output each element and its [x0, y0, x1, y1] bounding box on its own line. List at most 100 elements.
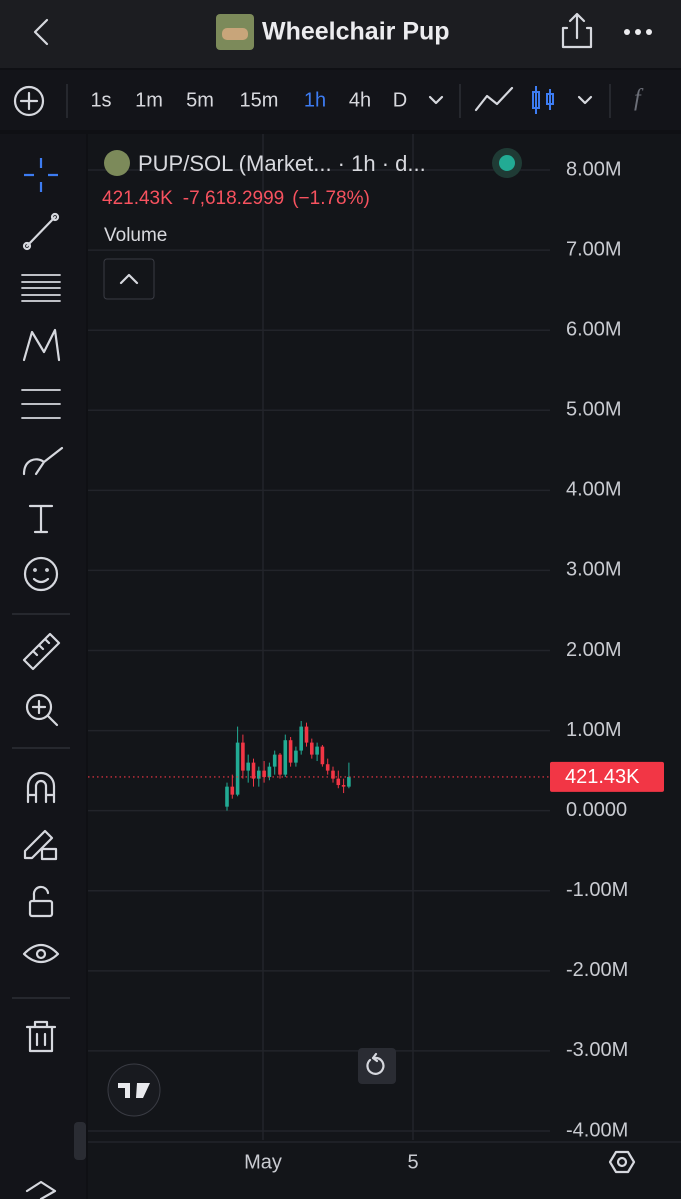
candle-body	[230, 786, 235, 795]
symbol-icon	[104, 150, 130, 176]
top-bar	[0, 0, 681, 68]
y-tick-label: -2.00M	[566, 959, 628, 981]
candle-body	[320, 746, 325, 765]
y-tick-label: 4.00M	[566, 479, 622, 501]
legend-last: 421.43K	[102, 188, 173, 209]
y-tick-label: 2.00M	[566, 639, 622, 661]
interval-button[interactable]: 1h	[304, 89, 326, 111]
last-price-badge	[550, 761, 664, 792]
candle-body	[267, 766, 272, 778]
token-title: Wheelchair Pup	[262, 18, 450, 46]
y-tick-label: 3.00M	[566, 559, 622, 581]
y-tick-label: -1.00M	[566, 879, 628, 901]
y-tick-label: -4.00M	[566, 1119, 628, 1141]
interval-button[interactable]: 1s	[90, 89, 111, 111]
tv-logo[interactable]	[107, 1063, 161, 1117]
time-axis: May 5	[244, 1151, 418, 1173]
candle-body	[246, 762, 250, 771]
symbol-label[interactable]: PUP/SOL (Market... · 1h · d...	[138, 151, 426, 176]
x-tick-label: 5	[407, 1151, 418, 1173]
market-status	[499, 155, 515, 171]
tv-logo-mark	[118, 1083, 150, 1098]
candle-body	[283, 740, 288, 775]
interval-button[interactable]: 4h	[349, 89, 371, 111]
tool-panel	[0, 134, 86, 1199]
interval-dropdown[interactable]	[428, 95, 444, 105]
lock-drawing-tool[interactable]	[23, 829, 58, 861]
text-tool[interactable]	[28, 504, 54, 534]
magnet-tool[interactable]	[26, 771, 56, 804]
candle-body	[315, 746, 319, 755]
candle-body	[294, 750, 298, 763]
tools	[21, 212, 64, 1199]
interval-button[interactable]: 5m	[186, 89, 214, 111]
grid	[88, 134, 550, 1140]
pattern-tool[interactable]	[22, 328, 61, 362]
ruler-tool[interactable]	[22, 632, 61, 671]
zoom-tool[interactable]	[25, 693, 59, 727]
share-button[interactable]	[561, 12, 593, 49]
study-label[interactable]: Volume	[104, 225, 167, 246]
fib-tool[interactable]	[21, 274, 61, 302]
legend-change-pct: (−1.78%)	[292, 188, 370, 209]
candle-body	[251, 762, 256, 779]
candle-body	[272, 754, 277, 767]
indicators-icon[interactable]: f	[634, 86, 644, 112]
y-tick-label: 1.00M	[566, 719, 622, 741]
candle-body	[299, 726, 303, 751]
candle-body	[304, 726, 309, 743]
token-avatar-dog	[222, 28, 248, 40]
reset-icon	[366, 1052, 385, 1075]
candle-body	[257, 770, 261, 779]
unlock-tool[interactable]	[28, 885, 54, 918]
candle-body	[225, 786, 229, 807]
candle-body	[336, 778, 341, 786]
y-tick-label: 6.00M	[566, 318, 622, 340]
interval-button[interactable]: D	[393, 89, 407, 111]
interval-button[interactable]: 15m	[240, 89, 279, 111]
brush-tool[interactable]	[22, 446, 64, 476]
y-tick-label: 7.00M	[566, 238, 622, 260]
visibility-tool[interactable]	[22, 943, 60, 964]
chart-type-dropdown[interactable]	[577, 95, 593, 105]
interval-list: 1s 1m 5m 15m 1h 4h D	[90, 89, 407, 111]
candle-body	[310, 742, 314, 755]
panel-toggle[interactable]	[74, 1122, 86, 1160]
reset-button[interactable]	[358, 1048, 396, 1084]
candle-body	[235, 742, 240, 795]
toolbar	[0, 70, 681, 130]
delete-tool[interactable]	[25, 1020, 57, 1053]
trend-line-tool[interactable]	[22, 212, 60, 251]
interval-button[interactable]: 1m	[135, 89, 163, 111]
candle-body	[241, 742, 245, 771]
forecast-tool[interactable]	[21, 389, 61, 419]
candle-body	[347, 776, 351, 787]
crosshair-tool[interactable]	[24, 158, 58, 192]
candles	[88, 720, 550, 811]
line-chart-button[interactable]	[474, 86, 514, 112]
y-tick-label: 5.00M	[566, 399, 622, 421]
candle-chart-button[interactable]	[532, 86, 554, 114]
layers-tool[interactable]	[25, 1180, 57, 1199]
candle-body	[331, 770, 335, 779]
collapse-legend[interactable]	[103, 258, 155, 300]
add-indicator-button[interactable]	[13, 85, 45, 117]
emoji-tool[interactable]	[23, 556, 59, 592]
chart-area	[88, 134, 681, 1199]
y-tick-label: 8.00M	[566, 158, 622, 180]
y-tick-label: 0.0000	[566, 799, 627, 821]
candle-body	[325, 764, 330, 771]
legend-change: -7,618.2999	[183, 188, 284, 209]
candle-body	[288, 740, 293, 763]
tool-separators	[12, 613, 70, 999]
x-tick-label: May	[244, 1151, 282, 1173]
collapse-arrow	[119, 273, 139, 285]
price-axis: 8.00M 7.00M 6.00M 5.00M 4.00M 3.00M 2.00M 1.00M…	[550, 158, 664, 1141]
back-button[interactable]	[33, 18, 49, 46]
more-button[interactable]	[624, 29, 652, 35]
candle-body	[278, 754, 282, 775]
settings-button[interactable]	[608, 1150, 636, 1174]
last-price-label: 421.43K	[565, 766, 640, 788]
